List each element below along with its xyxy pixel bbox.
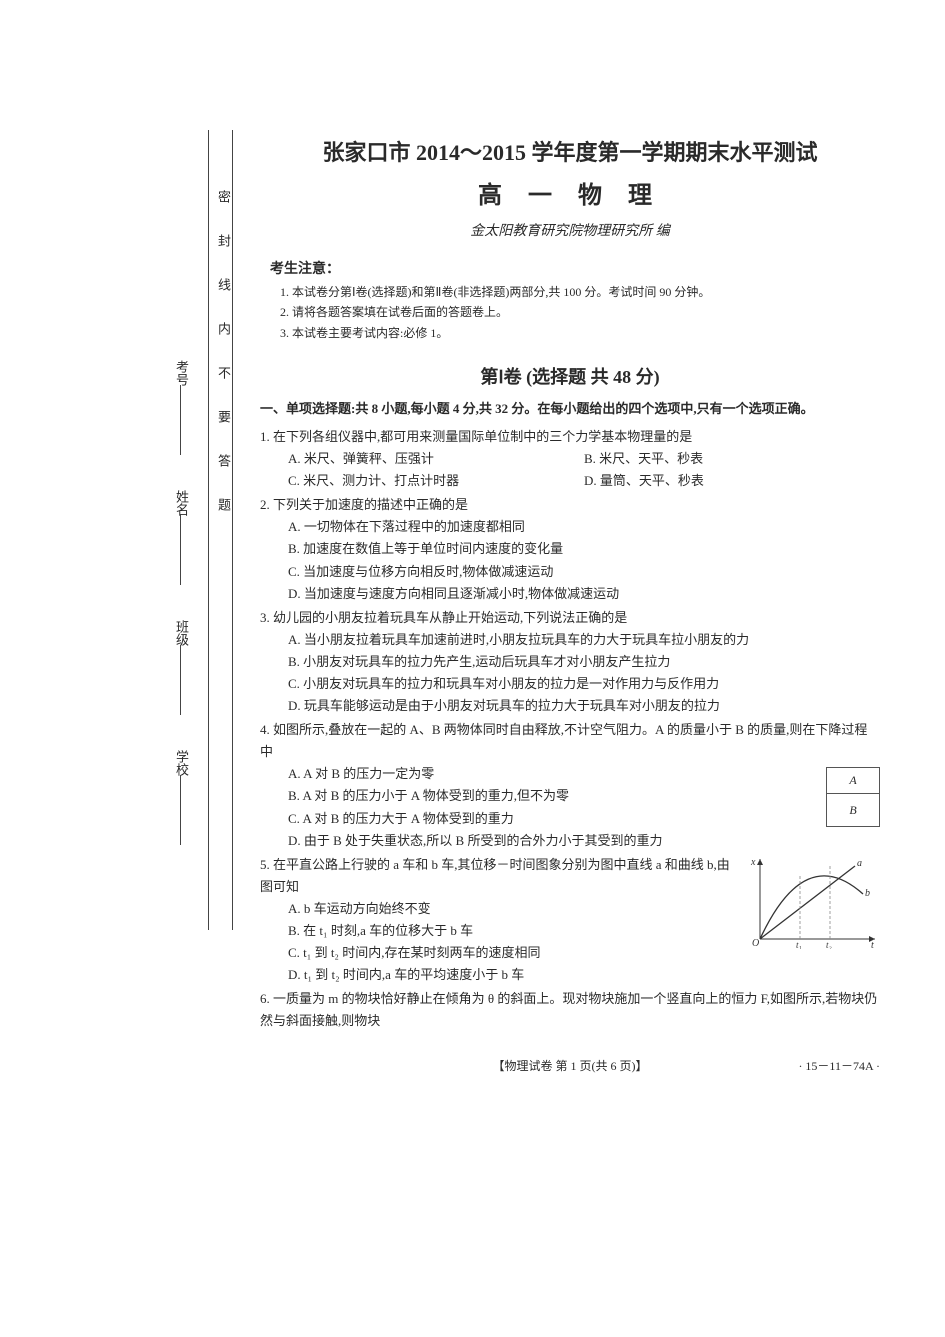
option-d: D. 量筒、天平、秒表 — [584, 470, 880, 492]
option-a: A. b 车运动方向始终不变 — [288, 898, 740, 920]
option-d: D. t₁ 到 t₂ 时间内,a 车的平均速度小于 b 车 — [288, 964, 740, 986]
option-c: C. 当加速度与位移方向相反时,物体做减速运动 — [288, 561, 880, 583]
figure-q4-label-a: A — [827, 768, 879, 793]
question-stem: 2. 下列关于加速度的描述中正确的是 — [260, 494, 880, 516]
field-exam-number: 考号 — [172, 360, 191, 386]
option-c: C. A 对 B 的压力大于 A 物体受到的重力 — [288, 808, 810, 830]
question-2: 2. 下列关于加速度的描述中正确的是 A. 一切物体在下落过程中的加速度都相同 … — [260, 494, 880, 604]
notice-heading: 考生注意： — [270, 258, 880, 278]
svg-text:O: O — [752, 938, 759, 949]
field-name: 姓名 — [172, 490, 191, 516]
page-footer: 【物理试卷 第 1 页(共 6 页)】 · 15－11－74A · — [260, 1057, 880, 1074]
question-4: 4. 如图所示,叠放在一起的 A、B 两物体同时自由释放,不计空气阻力。A 的质… — [260, 719, 880, 852]
notice-item: 3. 本试卷主要考试内容:必修 1。 — [280, 323, 880, 343]
option-b: B. 小朋友对玩具车的拉力先产生,运动后玩具车才对小朋友产生拉力 — [288, 651, 880, 673]
field-line — [180, 775, 181, 845]
svg-text:a: a — [857, 858, 862, 869]
option-d: D. 由于 B 处于失重状态,所以 B 所受到的合外力小于其受到的重力 — [288, 830, 810, 852]
section-1-title: 第Ⅰ卷 (选择题 共 48 分) — [260, 363, 880, 389]
footer-page-indicator: 【物理试卷 第 1 页(共 6 页)】 — [493, 1059, 648, 1073]
figure-q4: A B — [826, 767, 880, 827]
field-class: 班级 — [172, 620, 191, 646]
notice-item: 2. 请将各题答案填在试卷后面的答题卷上。 — [280, 302, 880, 322]
binding-warning-text: 密 封 线 内 不 要 答 题 — [214, 190, 233, 519]
field-school: 学校 — [172, 750, 191, 776]
option-a: A. 当小朋友拉着玩具车加速前进时,小朋友拉玩具车的力大于玩具车拉小朋友的力 — [288, 629, 880, 651]
option-b: B. 加速度在数值上等于单位时间内速度的变化量 — [288, 538, 880, 560]
option-a: A. 米尺、弹簧秤、压强计 — [288, 448, 584, 470]
option-a: A. 一切物体在下落过程中的加速度都相同 — [288, 516, 880, 538]
question-1: 1. 在下列各组仪器中,都可用来测量国际单位制中的三个力学基本物理量的是 A. … — [260, 426, 880, 492]
page-content: 张家口市 2014～2015 学年度第一学期期末水平测试 高 一 物 理 金太阳… — [260, 135, 880, 1074]
option-a: A. A 对 B 的压力一定为零 — [288, 763, 810, 785]
section-1-instructions: 一、单项选择题:共 8 小题,每小题 4 分,共 32 分。在每小题给出的四个选… — [260, 399, 880, 420]
figure-q4-label-b: B — [827, 794, 879, 826]
question-stem: 4. 如图所示,叠放在一起的 A、B 两物体同时自由释放,不计空气阻力。A 的质… — [260, 719, 880, 763]
option-d: D. 玩具车能够运动是由于小朋友对玩具车的拉力大于玩具车对小朋友的拉力 — [288, 695, 880, 717]
question-stem: 1. 在下列各组仪器中,都可用来测量国际单位制中的三个力学基本物理量的是 — [260, 426, 880, 448]
svg-text:t: t — [871, 940, 874, 949]
footer-paper-code: · 15－11－74A · — [798, 1057, 880, 1074]
option-c: C. 米尺、测力计、打点计时器 — [288, 470, 584, 492]
option-b: B. A 对 B 的压力小于 A 物体受到的重力,但不为零 — [288, 785, 810, 807]
exam-subject: 高 一 物 理 — [260, 175, 880, 210]
field-line — [180, 515, 181, 585]
exam-editor: 金太阳教育研究院物理研究所 编 — [260, 220, 880, 240]
option-c: C. t₁ 到 t₂ 时间内,存在某时刻两车的速度相同 — [288, 942, 740, 964]
exam-title: 张家口市 2014～2015 学年度第一学期期末水平测试 — [260, 135, 880, 167]
option-b: B. 米尺、天平、秒表 — [584, 448, 880, 470]
binding-area: 密 封 线 内 不 要 答 题 考号 姓名 班级 学校 — [180, 130, 240, 930]
question-stem: 3. 幼儿园的小朋友拉着玩具车从静止开始运动,下列说法正确的是 — [260, 607, 880, 629]
field-line — [180, 645, 181, 715]
field-line — [180, 385, 181, 455]
svg-text:t₂: t₂ — [826, 940, 832, 949]
option-c: C. 小朋友对玩具车的拉力和玩具车对小朋友的拉力是一对作用力与反作用力 — [288, 673, 880, 695]
question-5: 5. 在平直公路上行驶的 a 车和 b 车,其位移－时间图象分别为图中直线 a … — [260, 854, 880, 987]
svg-text:b: b — [865, 888, 870, 899]
question-stem: 6. 一质量为 m 的物块恰好静止在倾角为 θ 的斜面上。现对物块施加一个竖直向… — [260, 988, 880, 1032]
option-b: B. 在 t₁ 时刻,a 车的位移大于 b 车 — [288, 920, 740, 942]
figure-q5: O x t t₁ t₂ a b — [745, 854, 880, 949]
question-3: 3. 幼儿园的小朋友拉着玩具车从静止开始运动,下列说法正确的是 A. 当小朋友拉… — [260, 607, 880, 717]
option-d: D. 当加速度与速度方向相同且逐渐减小时,物体做减速运动 — [288, 583, 880, 605]
svg-text:x: x — [750, 857, 756, 868]
svg-text:t₁: t₁ — [796, 940, 802, 949]
binding-line-inner — [208, 130, 209, 930]
notice-item: 1. 本试卷分第Ⅰ卷(选择题)和第Ⅱ卷(非选择题)两部分,共 100 分。考试时… — [280, 282, 880, 302]
question-6: 6. 一质量为 m 的物块恰好静止在倾角为 θ 的斜面上。现对物块施加一个竖直向… — [260, 988, 880, 1032]
